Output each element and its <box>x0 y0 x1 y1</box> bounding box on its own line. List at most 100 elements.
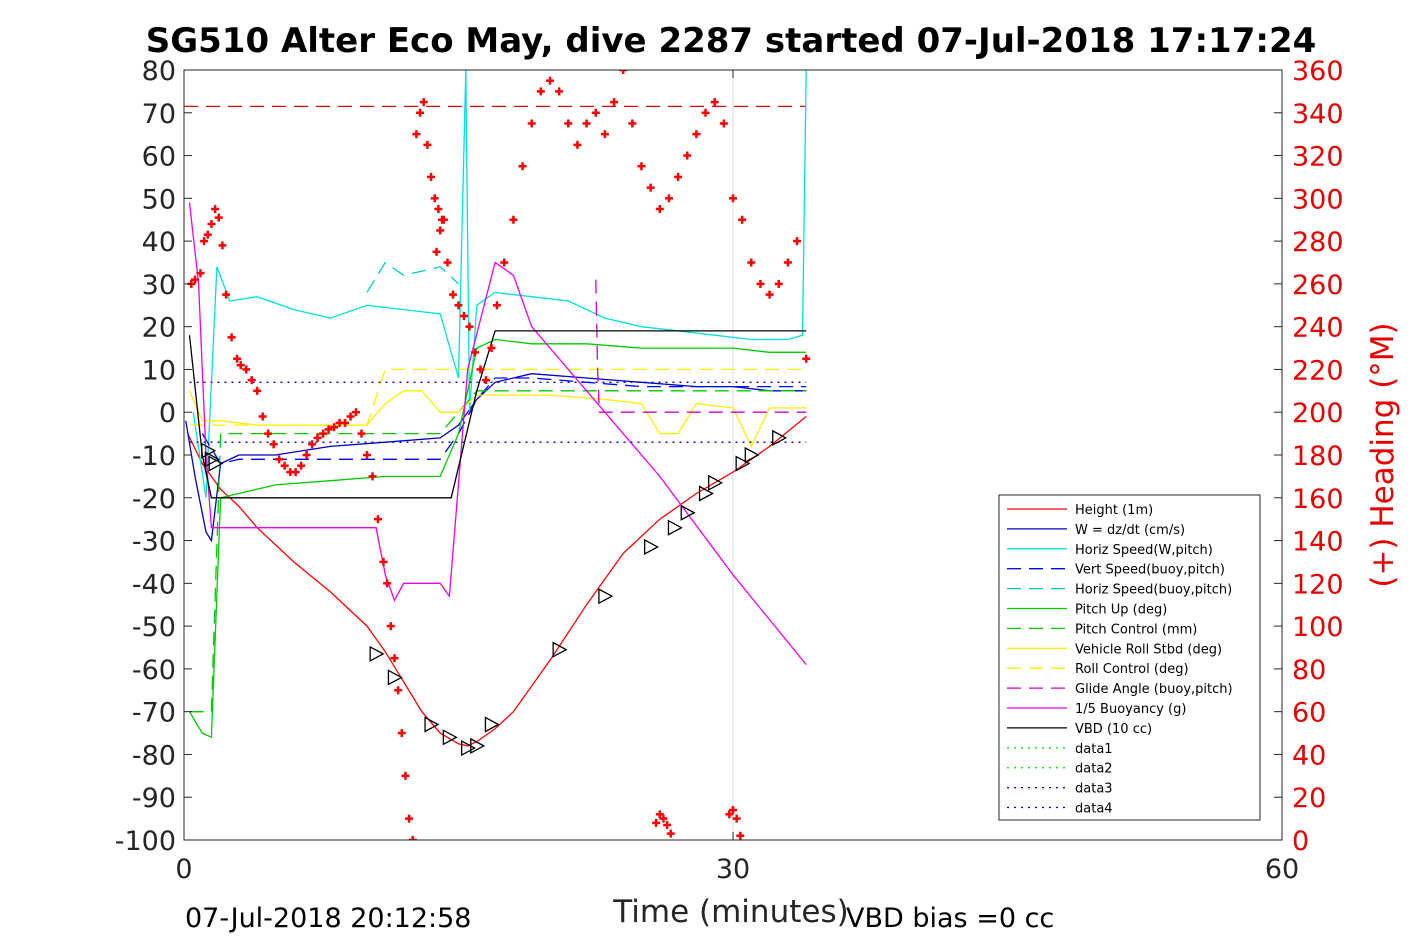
legend-entry: Vert Speed(buoy,pitch) <box>1007 563 1225 578</box>
heading-point <box>190 275 199 284</box>
heading-point <box>227 333 236 342</box>
y-right-tick-label: 40 <box>1292 740 1326 771</box>
legend-label: Vert Speed(buoy,pitch) <box>1075 563 1225 578</box>
heading-point <box>738 215 747 224</box>
heading-point <box>564 119 573 128</box>
heading-point <box>383 579 392 588</box>
heading-point <box>264 429 273 438</box>
y-right-tick-label: 260 <box>1292 270 1344 301</box>
legend-entry: Pitch Control (mm) <box>1007 622 1197 637</box>
legend-label: W = dz/dt (cm/s) <box>1075 523 1185 538</box>
heading-point <box>492 301 501 310</box>
heading-point <box>465 322 474 331</box>
heading-point <box>412 130 421 139</box>
y-left-tick-label: 40 <box>142 227 176 258</box>
heading-point <box>308 440 317 449</box>
y-left-tick-label: -20 <box>132 484 176 515</box>
heading-point <box>729 194 737 203</box>
y-right-tick-label: 340 <box>1292 99 1344 130</box>
legend-label: data4 <box>1075 802 1113 817</box>
y-right-tick-label: 0 <box>1292 826 1309 857</box>
y-left-tick-label: 10 <box>142 355 176 386</box>
legend-entry: 1/5 Buoyancy (g) <box>1007 702 1186 717</box>
legend-entry: data2 <box>1007 762 1113 777</box>
heading-point <box>439 215 448 224</box>
heading-point <box>802 354 811 363</box>
heading-point <box>397 729 406 738</box>
heading-point <box>211 205 220 214</box>
heading-point <box>619 70 628 74</box>
heading-point <box>600 130 609 139</box>
heading-point <box>368 472 377 481</box>
triangle-marker <box>644 538 660 556</box>
y-right-tick-label: 280 <box>1292 227 1344 258</box>
triangle-marker <box>484 716 500 733</box>
heading-point <box>236 361 245 370</box>
y-right-tick-label: 120 <box>1292 569 1344 600</box>
plot-area: 80706050403020100-10-20-30-40-50-60-70-8… <box>115 56 1344 885</box>
y-right-tick-label: 80 <box>1292 655 1326 686</box>
heading-point <box>346 412 355 421</box>
heading-point <box>652 818 661 827</box>
legend-label: 1/5 Buoyancy (g) <box>1075 702 1186 717</box>
legend-entry: Pitch Up (deg) <box>1007 603 1167 618</box>
y-left-tick-label: 20 <box>142 313 176 344</box>
heading-point <box>196 269 205 278</box>
heading-point <box>659 814 668 823</box>
heading-point <box>666 829 675 838</box>
triangle-marker <box>442 729 458 746</box>
y-right-tick-label: 360 <box>1292 56 1344 87</box>
heading-point <box>233 354 242 363</box>
x-axis-label: Time (minutes) <box>612 894 848 930</box>
y-right-tick-label: 60 <box>1292 698 1326 729</box>
heading-point <box>582 119 591 128</box>
heading-point <box>719 119 728 128</box>
y-right-tick-label: 200 <box>1292 398 1344 429</box>
legend-label: data3 <box>1075 782 1113 797</box>
heading-point <box>573 140 582 149</box>
heading-point <box>416 108 425 117</box>
legend-entry: data3 <box>1007 782 1113 797</box>
y-left-tick-label: -10 <box>132 441 176 472</box>
heading-point <box>394 686 403 695</box>
heading-point <box>663 821 672 830</box>
legend-entry: Height (1m) <box>1007 503 1153 518</box>
y-left-tick-label: -100 <box>115 826 176 857</box>
heading-point <box>203 230 212 239</box>
heading-point <box>487 344 496 353</box>
heading-point <box>655 810 664 819</box>
heading-point <box>449 290 458 299</box>
heading-point <box>476 365 485 374</box>
heading-point <box>341 418 350 427</box>
heading-point <box>214 213 223 222</box>
heading-point <box>637 162 646 171</box>
y-right-tick-label: 320 <box>1292 142 1344 173</box>
heading-point <box>470 348 479 357</box>
heading-point <box>628 119 637 128</box>
y-right-axis-label: (+) Heading (°M) <box>1365 322 1401 587</box>
heading-point <box>692 130 701 139</box>
legend-label: Horiz Speed(W,pitch) <box>1075 543 1213 558</box>
legend-entry: W = dz/dt (cm/s) <box>1007 523 1185 538</box>
heading-point <box>591 108 600 117</box>
heading-point <box>509 215 518 224</box>
heading-point <box>459 311 468 320</box>
triangle-marker <box>424 716 440 733</box>
heading-point <box>481 376 490 385</box>
legend: Height (1m) W = dz/dt (cm/s) Horiz Speed(W… <box>998 494 1261 821</box>
heading-point <box>774 279 783 288</box>
heading-point <box>765 290 774 299</box>
legend-label: Pitch Up (deg) <box>1075 603 1167 618</box>
heading-point <box>379 557 388 566</box>
heading-point <box>674 172 683 181</box>
series-line <box>188 202 807 666</box>
series-line <box>188 330 807 499</box>
legend-label: Glide Angle (buoy,pitch) <box>1075 682 1233 697</box>
triangle-marker <box>744 446 760 464</box>
triangle-marker <box>460 739 477 757</box>
triangle-marker <box>598 588 614 605</box>
legend-entry: data1 <box>1007 742 1113 757</box>
y-right-tick-label: 140 <box>1292 527 1344 558</box>
triangle-marker <box>735 455 751 472</box>
y-left-tick-label: -70 <box>132 698 176 729</box>
